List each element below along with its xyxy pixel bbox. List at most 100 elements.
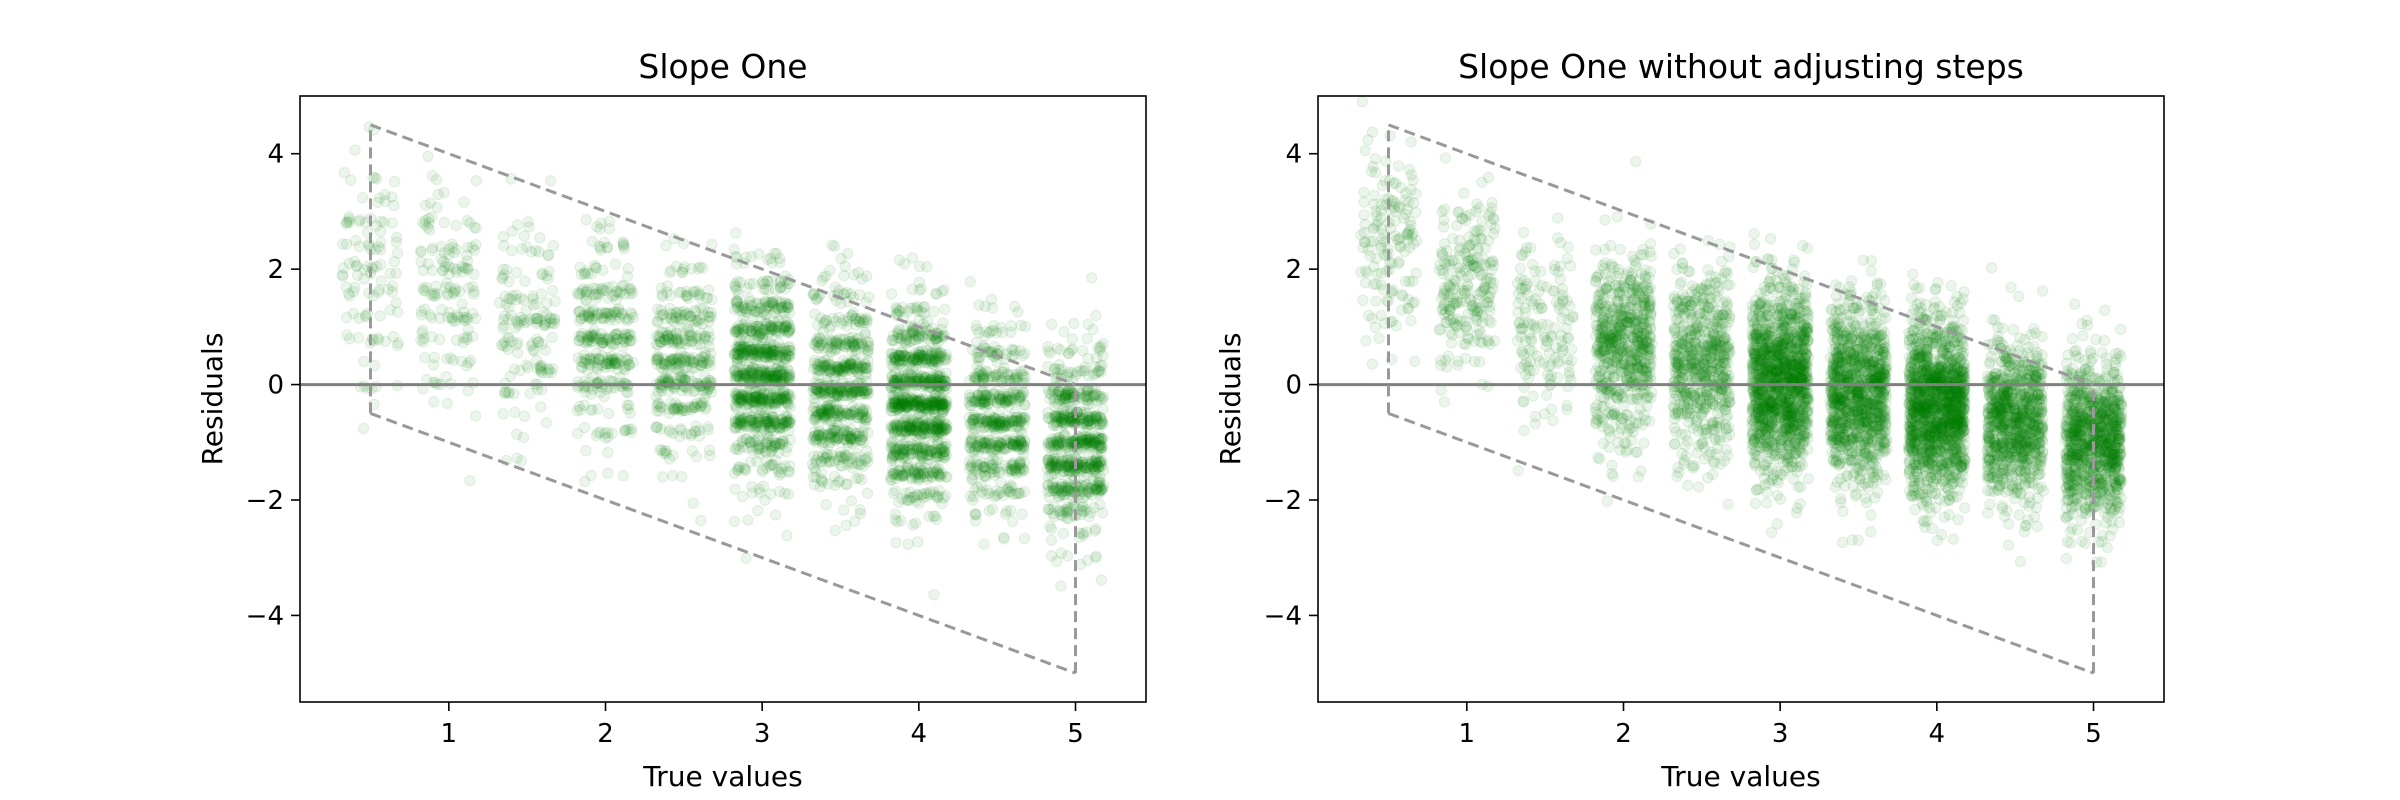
data-point: [609, 356, 621, 368]
data-point: [935, 447, 947, 459]
data-point: [441, 353, 453, 365]
data-point: [466, 241, 478, 254]
data-point: [497, 408, 509, 420]
data-point: [890, 536, 902, 549]
data-point: [438, 186, 450, 199]
data-point: [415, 256, 427, 268]
data-point: [511, 428, 523, 441]
data-point: [729, 278, 741, 290]
data-point: [616, 308, 628, 321]
data-point: [425, 288, 438, 301]
data-point: [618, 362, 630, 374]
data-point: [541, 270, 553, 282]
data-point: [611, 285, 623, 298]
data-point: [620, 312, 632, 325]
data-point: [417, 282, 429, 294]
data-point: [729, 483, 741, 495]
data-point: [462, 241, 474, 254]
data-point: [341, 216, 354, 229]
data-point: [929, 410, 941, 423]
data-point: [369, 359, 381, 372]
data-point: [583, 311, 595, 323]
data-point: [510, 315, 523, 327]
data-point: [547, 240, 560, 252]
data-point: [372, 332, 384, 344]
data-point: [939, 400, 952, 413]
data-point: [621, 314, 633, 327]
data-point: [621, 353, 634, 366]
data-point: [1087, 369, 1100, 381]
data-point: [427, 359, 440, 371]
data-point: [652, 386, 664, 399]
data-point: [1092, 460, 1104, 472]
data-point: [514, 315, 527, 327]
data-point: [747, 277, 759, 290]
data-point: [373, 284, 385, 296]
data-point: [344, 290, 356, 302]
data-point: [497, 230, 510, 243]
data-point: [614, 286, 627, 298]
data-point: [531, 312, 544, 325]
data-point: [607, 331, 620, 343]
data-point: [521, 241, 533, 253]
data-point: [375, 215, 387, 227]
data-point: [437, 265, 449, 277]
data-point: [461, 333, 473, 346]
data-point: [512, 347, 524, 359]
data-point: [540, 417, 552, 429]
data-point: [841, 408, 854, 421]
data-point: [613, 305, 625, 318]
data-point: [504, 370, 516, 382]
data-point: [498, 240, 510, 252]
data-point: [548, 314, 560, 326]
data-point: [583, 331, 595, 343]
data-point: [442, 311, 454, 323]
data-point: [625, 284, 637, 296]
data-point: [539, 318, 551, 330]
data-point: [533, 246, 545, 258]
data-point: [594, 333, 606, 346]
data-point: [609, 328, 622, 340]
data-point: [935, 468, 947, 481]
point-group-x-1.5: [493, 173, 561, 467]
data-point: [1016, 508, 1028, 520]
data-point: [390, 296, 402, 309]
data-point: [451, 309, 463, 321]
data-point: [585, 469, 597, 482]
data-point: [621, 270, 634, 283]
data-point: [379, 195, 391, 207]
data-point: [1066, 333, 1079, 345]
data-point: [970, 336, 983, 349]
data-point: [590, 429, 602, 442]
data-point: [539, 319, 551, 332]
data-point: [731, 439, 744, 452]
data-point: [923, 467, 935, 479]
data-point: [602, 333, 615, 346]
data-point: [458, 332, 470, 344]
point-group-x-0.5: [336, 121, 404, 435]
data-point: [469, 312, 482, 325]
data-point: [415, 309, 428, 321]
data-point: [731, 295, 743, 307]
data-point: [620, 386, 633, 398]
data-point: [928, 589, 940, 601]
data-point: [527, 293, 539, 305]
data-point: [417, 284, 430, 297]
data-point: [462, 385, 474, 397]
data-point: [622, 329, 634, 341]
data-point: [450, 263, 463, 276]
x-tick-label: 4: [911, 719, 928, 749]
data-point: [602, 467, 614, 479]
data-point: [898, 349, 910, 361]
data-point: [417, 216, 429, 229]
data-point: [886, 439, 898, 451]
y-tick-label: −2: [246, 486, 284, 516]
data-point: [617, 239, 630, 251]
data-point: [372, 196, 384, 209]
data-point: [575, 331, 588, 343]
data-point: [1356, 96, 1368, 108]
data-point: [521, 315, 534, 328]
data-point: [618, 243, 631, 255]
data-point: [978, 538, 990, 550]
data-point: [602, 292, 614, 304]
